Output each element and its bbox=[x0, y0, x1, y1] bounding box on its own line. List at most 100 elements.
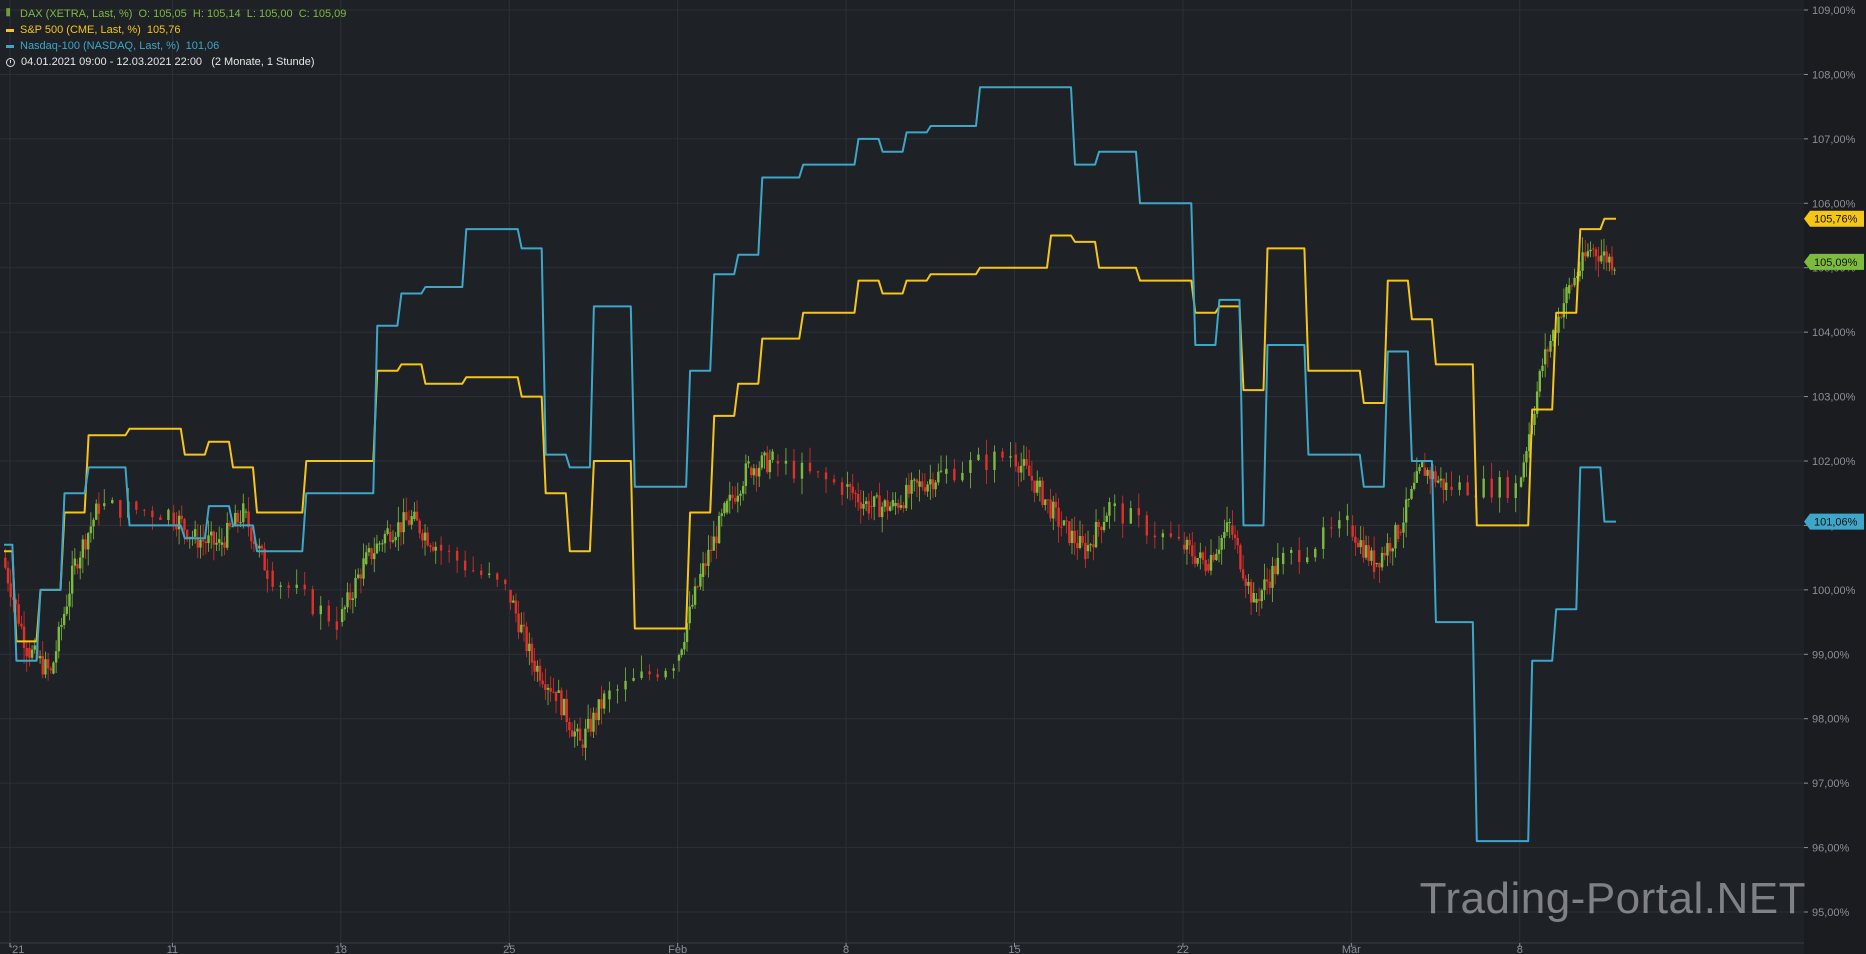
dax-candle bbox=[864, 501, 868, 504]
dax-candle bbox=[1450, 486, 1453, 490]
dax-candle bbox=[367, 548, 371, 553]
dax-candle bbox=[1498, 477, 1501, 498]
dax-candle bbox=[752, 468, 756, 476]
last-value-labels: 105,76% 105,09% 101,06% bbox=[1804, 210, 1864, 530]
x-axis: '21 11 18 25 Feb 8 15 22 Mär 8 bbox=[0, 942, 1804, 954]
dax-candle bbox=[1367, 545, 1370, 561]
dax-candle bbox=[1129, 508, 1132, 524]
dax-candle bbox=[1592, 248, 1595, 250]
dax-candle bbox=[546, 687, 550, 690]
dax-candle bbox=[717, 515, 721, 544]
dax-candle bbox=[1231, 525, 1234, 535]
dax-candle bbox=[351, 598, 355, 601]
series-line-sp500 bbox=[4, 217, 1616, 643]
dax-candle bbox=[1372, 550, 1376, 572]
dax-candle bbox=[875, 495, 879, 497]
dax-candle bbox=[1060, 526, 1063, 528]
dax-candle bbox=[1519, 477, 1523, 487]
dax-candle bbox=[1330, 527, 1333, 529]
dax-candle bbox=[894, 502, 897, 507]
dax-candle bbox=[151, 510, 154, 518]
dax-candle bbox=[1399, 531, 1402, 533]
dax-candle bbox=[1255, 598, 1258, 603]
dax-candle bbox=[1394, 524, 1397, 549]
dax-candle bbox=[883, 500, 887, 507]
dax-candle bbox=[840, 482, 844, 495]
dax-candle bbox=[38, 656, 42, 659]
dax-candle bbox=[1223, 531, 1226, 538]
dax-candle bbox=[1193, 556, 1197, 564]
dax-candle bbox=[22, 626, 26, 648]
dax-candle bbox=[1551, 330, 1555, 341]
dax-candlesticks bbox=[4, 237, 1616, 761]
x-tick-label: 8 bbox=[1517, 944, 1523, 954]
dax-candle bbox=[1108, 502, 1111, 516]
last-value-badge bbox=[1804, 253, 1864, 270]
dax-candle bbox=[1541, 365, 1544, 372]
dax-candle bbox=[594, 712, 598, 721]
dax-candle bbox=[1442, 478, 1445, 490]
dax-candle bbox=[520, 624, 523, 633]
dax-candle bbox=[573, 731, 576, 737]
dax-candle bbox=[744, 463, 748, 487]
dax-candle bbox=[1378, 563, 1381, 568]
x-tick-label: 25 bbox=[503, 944, 515, 954]
dax-candle bbox=[183, 519, 186, 531]
dax-candle bbox=[391, 540, 395, 542]
dax-candle bbox=[918, 481, 921, 487]
dax-candle bbox=[1602, 251, 1606, 256]
dax-candle bbox=[1271, 565, 1274, 588]
dax-candle bbox=[279, 585, 282, 587]
dax-candle bbox=[586, 718, 590, 729]
dax-candle bbox=[736, 495, 740, 502]
dax-candle bbox=[1458, 482, 1461, 490]
dax-candle bbox=[945, 468, 948, 474]
legend-range-text: 04.01.2021 09:00 - 12.03.2021 22:00 (2 M… bbox=[21, 56, 315, 68]
dax-candle bbox=[295, 584, 298, 588]
dax-candle bbox=[1543, 349, 1547, 365]
dax-candle bbox=[509, 589, 512, 603]
dax-candle bbox=[410, 516, 413, 525]
dax-candle bbox=[854, 493, 857, 495]
dax-candle bbox=[1276, 557, 1280, 575]
dax-candle bbox=[1533, 413, 1536, 425]
dax-candle bbox=[1030, 475, 1034, 481]
last-value-text: 105,76% bbox=[1814, 214, 1858, 226]
dax-candle bbox=[1094, 521, 1098, 548]
legend-nasdaq[interactable]: Nasdaq-100 (NASDAQ, Last, %) 101,06 bbox=[6, 38, 346, 54]
dax-candle bbox=[25, 647, 28, 657]
dax-candle bbox=[263, 548, 266, 571]
dax-candle bbox=[886, 500, 889, 511]
dax-candle bbox=[207, 535, 210, 544]
dax-candle bbox=[327, 605, 331, 622]
legend-dax[interactable]: ⫴ DAX (XETRA, Last, %) O: 105,05 H: 105,… bbox=[6, 6, 346, 22]
legend-sp500[interactable]: S&P 500 (CME, Last, %) 105,76 bbox=[6, 22, 346, 38]
y-tick-label: 109,00% bbox=[1812, 5, 1856, 17]
dax-candle bbox=[712, 536, 715, 551]
dax-candle bbox=[418, 520, 421, 534]
dax-candle bbox=[239, 522, 242, 524]
y-tick-label: 97,00% bbox=[1812, 778, 1850, 790]
dax-candle bbox=[504, 579, 507, 585]
dax-candle bbox=[423, 532, 427, 541]
y-tick-label: 103,00% bbox=[1812, 392, 1856, 404]
dax-candle bbox=[985, 454, 988, 470]
dax-candle bbox=[533, 660, 536, 672]
dax-candle bbox=[1346, 515, 1349, 521]
dax-candle bbox=[578, 728, 582, 741]
dax-candle bbox=[683, 641, 686, 650]
dax-candle bbox=[560, 690, 563, 716]
dax-candle bbox=[1188, 539, 1191, 546]
dax-candle bbox=[159, 517, 162, 521]
dax-candle bbox=[584, 728, 587, 748]
dax-candle bbox=[934, 482, 937, 490]
dax-candle bbox=[707, 549, 710, 566]
dax-candle bbox=[562, 698, 566, 716]
dax-candle bbox=[1046, 499, 1050, 501]
dax-candle bbox=[1105, 515, 1108, 522]
dax-candle bbox=[771, 451, 774, 460]
dax-candle bbox=[1396, 524, 1400, 539]
dax-candle bbox=[624, 680, 627, 690]
dax-candle bbox=[52, 662, 55, 674]
dax-candle bbox=[426, 532, 429, 546]
